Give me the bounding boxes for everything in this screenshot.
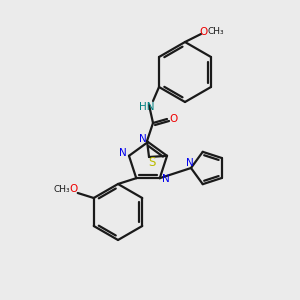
Text: N: N xyxy=(139,134,147,144)
Text: CH₃: CH₃ xyxy=(53,184,70,194)
Text: CH₃: CH₃ xyxy=(208,28,224,37)
Text: N: N xyxy=(186,158,194,168)
Text: N: N xyxy=(162,174,169,184)
Text: HN: HN xyxy=(139,102,155,112)
Text: O: O xyxy=(70,184,78,194)
Text: S: S xyxy=(148,155,156,169)
Text: O: O xyxy=(199,27,207,37)
Text: N: N xyxy=(119,148,127,158)
Text: O: O xyxy=(169,114,177,124)
